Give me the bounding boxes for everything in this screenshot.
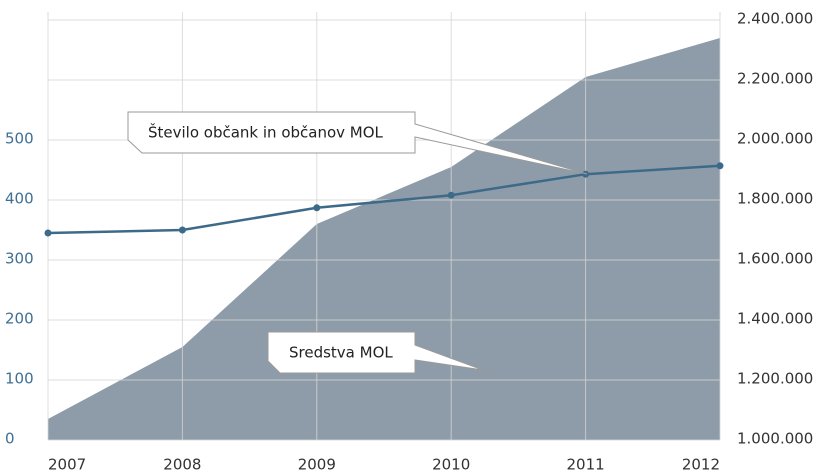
- y2-tick-label: 1.200.000: [737, 370, 813, 388]
- area: [48, 38, 720, 440]
- y2-tick-label: 1.000.000: [737, 430, 813, 448]
- callout-label: Sredstva MOL: [289, 344, 393, 362]
- callout-label: Število občank in občanov MOL: [148, 123, 384, 142]
- line: [47, 164, 721, 235]
- point: [178, 226, 186, 234]
- y2-tick-label: 2.000.000: [737, 130, 813, 148]
- x-tick-label: 2012: [682, 456, 720, 474]
- x-tick-label: 2009: [298, 456, 336, 474]
- y-tick-label: 200: [5, 310, 34, 328]
- y-tick-label: 0: [5, 430, 15, 448]
- y-tick-label: 400: [5, 190, 34, 208]
- y-tick-label: 100: [5, 370, 34, 388]
- point: [44, 229, 52, 237]
- callout-box: [267, 331, 484, 374]
- x-tick-label: 2011: [567, 456, 605, 474]
- x-tick-label: 2010: [432, 456, 470, 474]
- y-tick-label: 500: [5, 130, 34, 148]
- y2-tick-label: 2.400.000: [737, 10, 813, 28]
- y2-tick-label: 1.800.000: [737, 190, 813, 208]
- point: [716, 162, 724, 170]
- y2-tick-label: 2.200.000: [737, 70, 813, 88]
- point: [447, 191, 455, 199]
- y2-tick-label: 1.400.000: [737, 310, 813, 328]
- y2-tick-label: 1.600.000: [737, 250, 813, 268]
- plot-area: 0 100 200 300 400 500 1.000.000 1.200.000 1.400.…: [5, 10, 813, 474]
- point: [313, 204, 321, 212]
- x-tick-label: 2008: [163, 456, 201, 474]
- annotations: Število občank in občanov MOL Sredstva M…: [127, 111, 588, 374]
- x-tick-label: 2007: [48, 456, 86, 474]
- callout-box: [127, 111, 588, 175]
- y-tick-label: 300: [5, 250, 34, 268]
